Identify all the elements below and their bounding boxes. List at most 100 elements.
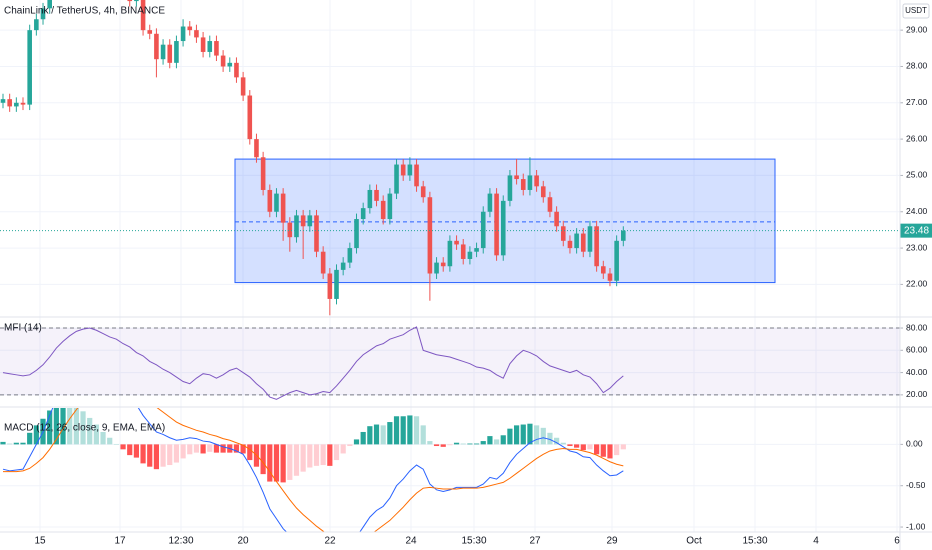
histogram-bar — [80, 411, 86, 445]
y-tick-label: 26.00 — [906, 133, 928, 143]
histogram-bar — [313, 444, 320, 466]
candle-body — [14, 102, 19, 107]
histogram-bar — [147, 444, 153, 467]
histogram-bar — [433, 444, 440, 447]
y-tick-label: 24.00 — [906, 206, 928, 216]
x-tick-label: 22 — [324, 536, 336, 547]
candle-body — [520, 179, 526, 190]
histogram-bar — [567, 444, 573, 447]
candle-body — [327, 273, 333, 299]
candle-body — [160, 44, 166, 60]
candle-body — [594, 226, 599, 267]
candle-body — [500, 200, 506, 256]
candle-body — [427, 197, 433, 274]
histogram-bar — [387, 422, 393, 445]
histogram-bar — [127, 444, 133, 456]
candle-body — [440, 262, 446, 267]
candle-body — [134, 0, 139, 2]
candle-body — [574, 233, 579, 249]
histogram-bar — [327, 444, 333, 466]
y-tick-label: 28.00 — [906, 61, 928, 71]
candle-body — [360, 208, 366, 220]
candle-body — [294, 215, 299, 238]
histogram-bar — [113, 444, 119, 445]
candle-body — [567, 240, 573, 249]
histogram-bar — [560, 442, 566, 445]
histogram-bar — [580, 444, 586, 451]
histogram-bar — [240, 444, 246, 454]
histogram-bar — [547, 432, 553, 445]
mfi-line — [2, 326, 624, 400]
candle-body — [334, 269, 339, 299]
candle-body — [227, 62, 233, 67]
histogram-bar — [520, 424, 526, 445]
candle-body — [280, 193, 286, 223]
histogram-bar — [427, 441, 433, 445]
histogram-bar — [587, 444, 593, 450]
candle-body — [180, 26, 186, 42]
chart-title: ChainLink / TetherUS, 4h, BINANCE — [4, 6, 165, 17]
histogram-bar — [500, 435, 506, 445]
histogram-bar — [413, 416, 420, 445]
histogram-bar — [67, 408, 73, 445]
histogram-bar — [360, 431, 366, 445]
histogram-bar — [487, 436, 493, 445]
candle-body — [207, 41, 213, 52]
x-tick-label: 12:30 — [168, 536, 193, 547]
candle-body — [340, 262, 346, 270]
pane-1 — [0, 326, 900, 400]
histogram-bar — [574, 444, 580, 448]
candle-body — [7, 99, 12, 107]
candle-body — [534, 175, 539, 187]
histogram-bar — [527, 423, 533, 445]
histogram-bar — [534, 425, 540, 445]
histogram-bar — [353, 439, 360, 445]
y-tick-label: 23.00 — [906, 242, 928, 252]
histogram-bar — [47, 410, 53, 445]
x-tick-label: 17 — [114, 536, 126, 547]
candle-body — [220, 55, 226, 67]
candle-body — [414, 164, 419, 187]
histogram-bar — [153, 444, 160, 470]
x-tick-label: 15 — [34, 536, 46, 547]
candle-body — [320, 251, 326, 274]
histogram-bar — [180, 444, 186, 459]
histogram-bar — [333, 444, 340, 461]
y-tick-label: 20.00 — [906, 389, 928, 399]
histogram-bar — [373, 424, 380, 445]
x-tick-label: 15:30 — [742, 536, 767, 547]
candle-body — [387, 193, 393, 220]
histogram-bar — [267, 444, 273, 482]
candle-body — [540, 186, 546, 198]
histogram-bar — [460, 443, 466, 445]
y-tick-label: -1.00 — [906, 521, 926, 531]
y-tick-label: 40.00 — [906, 367, 928, 377]
histogram-bar — [300, 444, 306, 472]
candle-body — [40, 8, 46, 20]
y-tick-label: 29.00 — [906, 24, 928, 34]
histogram-bar — [420, 425, 426, 445]
histogram-bar — [220, 444, 226, 453]
histogram-bar — [507, 428, 513, 445]
candle-body — [560, 226, 566, 241]
histogram-bar — [307, 444, 313, 468]
candle-body — [287, 222, 293, 238]
candle-body — [474, 248, 479, 252]
histogram-bar — [60, 408, 66, 445]
histogram-bar — [53, 408, 59, 445]
candle-body — [307, 215, 313, 227]
currency-label: USDT — [905, 6, 927, 15]
x-tick-label: 20 — [237, 536, 249, 547]
candle-body — [240, 77, 246, 96]
histogram-bar — [540, 427, 546, 445]
histogram-bar — [347, 444, 353, 447]
candle-body — [487, 193, 493, 212]
histogram-bar — [287, 444, 293, 480]
histogram-bar — [107, 437, 113, 445]
histogram-bar — [93, 424, 99, 445]
histogram-bar — [614, 444, 620, 456]
candle-body — [247, 95, 253, 140]
candle-body — [200, 37, 206, 52]
candle-body — [400, 164, 406, 176]
histogram-bar — [620, 444, 626, 450]
